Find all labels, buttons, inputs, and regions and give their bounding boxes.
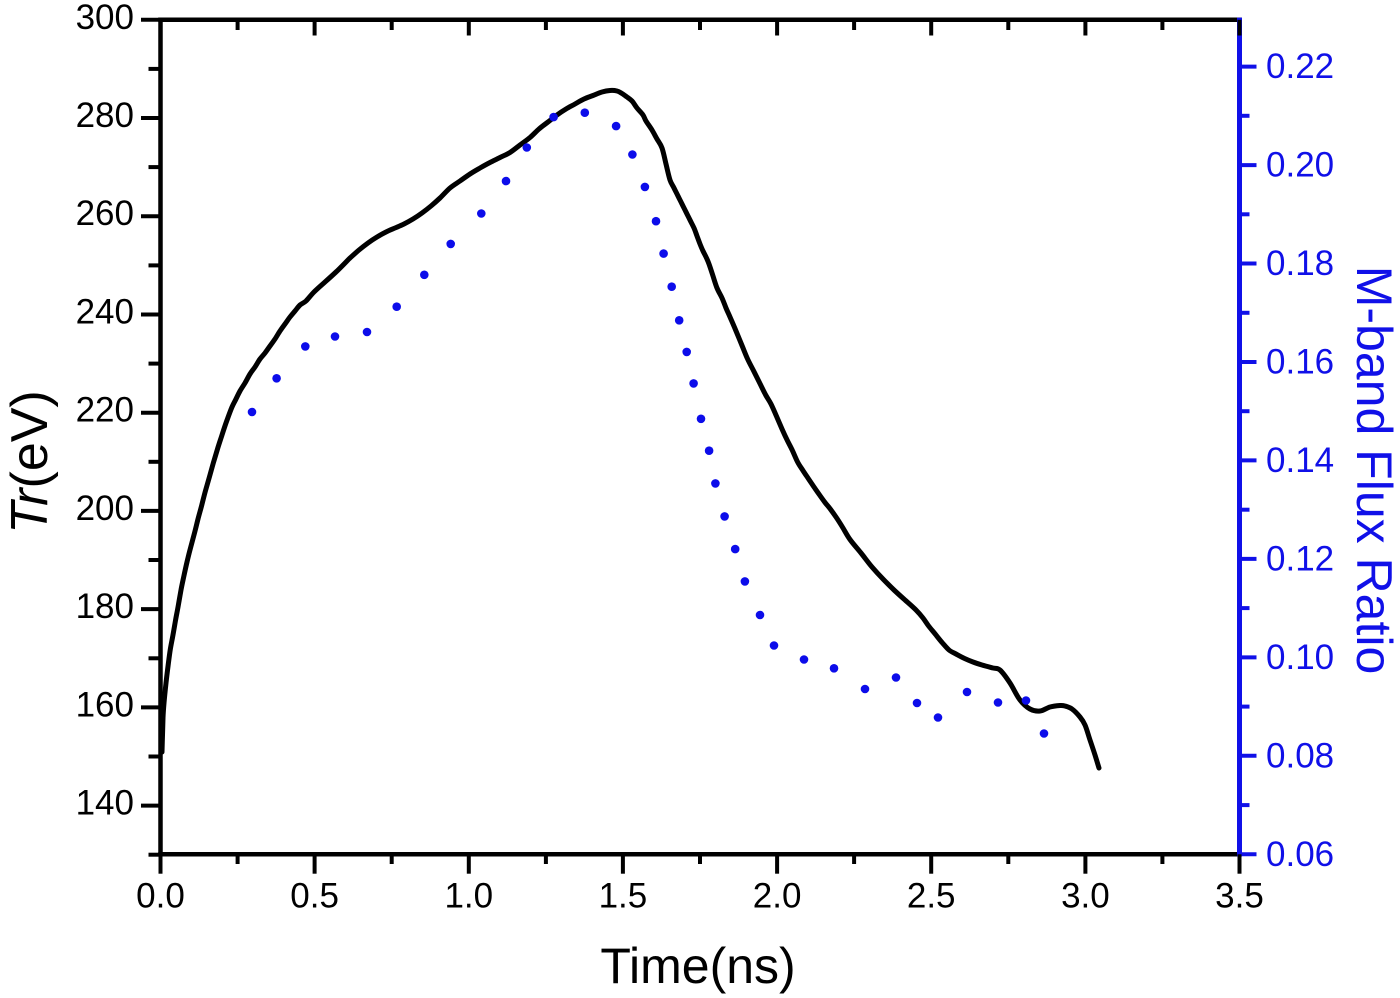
svg-text:180: 180 <box>76 587 134 626</box>
svg-text:Time(ns): Time(ns) <box>600 938 795 994</box>
svg-text:1.0: 1.0 <box>444 877 493 916</box>
svg-text:M-band Flux Ratio: M-band Flux Ratio <box>1346 266 1400 675</box>
svg-text:Tr(eV): Tr(eV) <box>1 390 59 533</box>
svg-text:3.5: 3.5 <box>1215 877 1264 916</box>
svg-text:200: 200 <box>76 489 134 528</box>
svg-text:0.08: 0.08 <box>1266 736 1334 775</box>
svg-text:280: 280 <box>76 96 134 135</box>
svg-text:0.18: 0.18 <box>1266 244 1334 283</box>
svg-text:0.12: 0.12 <box>1266 539 1334 578</box>
svg-text:0.5: 0.5 <box>290 877 339 916</box>
svg-text:300: 300 <box>76 0 134 37</box>
svg-text:3.0: 3.0 <box>1061 877 1110 916</box>
svg-text:240: 240 <box>76 293 134 332</box>
svg-text:2.0: 2.0 <box>753 877 802 916</box>
svg-text:1.5: 1.5 <box>599 877 648 916</box>
svg-text:160: 160 <box>76 685 134 724</box>
svg-text:0.20: 0.20 <box>1266 146 1334 185</box>
svg-text:0.0: 0.0 <box>136 877 185 916</box>
svg-text:140: 140 <box>76 784 134 823</box>
svg-text:220: 220 <box>76 391 134 430</box>
svg-text:0.16: 0.16 <box>1266 343 1334 382</box>
svg-text:260: 260 <box>76 194 134 233</box>
svg-text:0.06: 0.06 <box>1266 835 1334 874</box>
svg-text:2.5: 2.5 <box>907 877 956 916</box>
svg-text:0.10: 0.10 <box>1266 638 1334 677</box>
svg-text:0.22: 0.22 <box>1266 47 1334 86</box>
svg-text:0.14: 0.14 <box>1266 441 1334 480</box>
